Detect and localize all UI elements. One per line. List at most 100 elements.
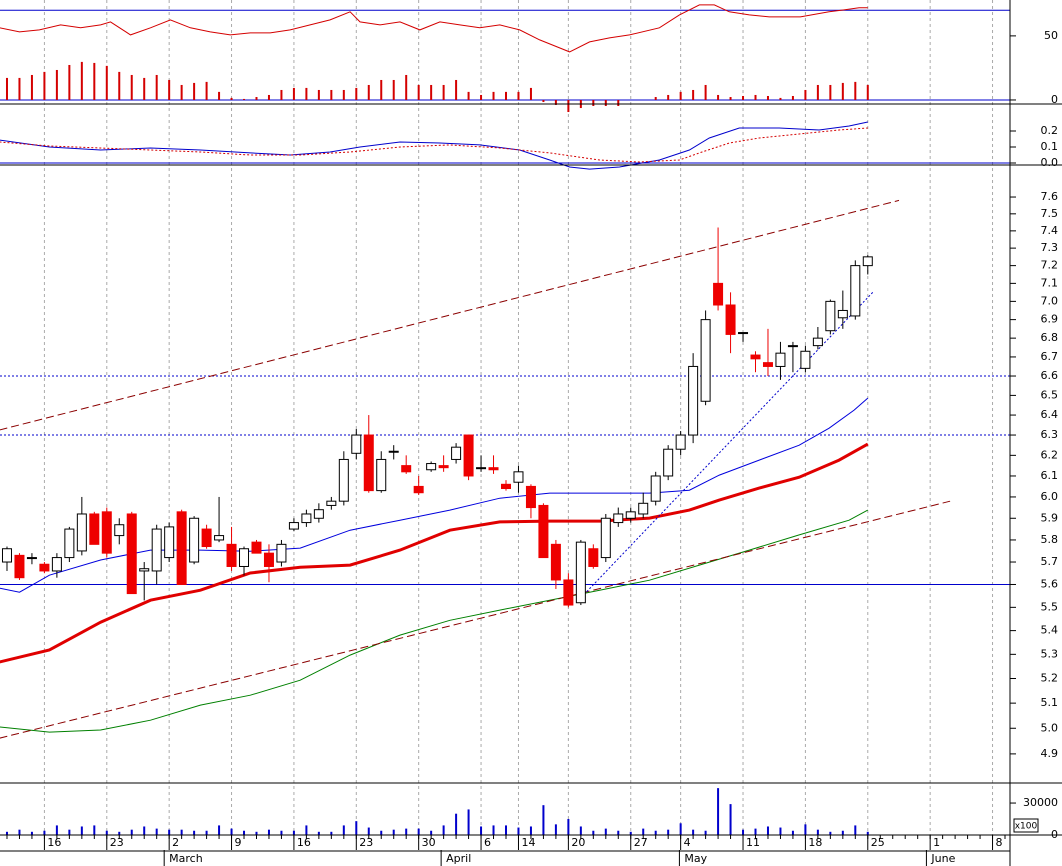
y-tick-label: 6.3 bbox=[1041, 428, 1059, 441]
candle-body bbox=[189, 517, 200, 563]
indicator-bar bbox=[442, 84, 445, 100]
volume-bar bbox=[143, 826, 146, 835]
indicator-bar bbox=[667, 94, 670, 100]
volume-bar bbox=[717, 788, 720, 835]
indicator-bar bbox=[367, 84, 370, 100]
volume-bar bbox=[841, 830, 844, 835]
candle-body bbox=[376, 458, 387, 492]
candle-body bbox=[114, 524, 125, 537]
candle-body bbox=[725, 304, 736, 335]
y-tick-label: 6.1 bbox=[1041, 469, 1059, 482]
volume-bar bbox=[692, 829, 695, 835]
volume-bar bbox=[467, 809, 470, 835]
indicator-bar bbox=[155, 74, 158, 100]
candle-body bbox=[388, 450, 399, 453]
volume-bar bbox=[5, 831, 8, 835]
volume-bar bbox=[18, 829, 21, 835]
candle-body bbox=[338, 458, 349, 502]
candle-body bbox=[613, 513, 624, 524]
candle-body bbox=[600, 517, 611, 559]
month-label: April bbox=[446, 852, 471, 865]
y-tick-label: 6.4 bbox=[1041, 408, 1059, 421]
candle-body bbox=[650, 475, 661, 502]
candle-body bbox=[64, 528, 75, 559]
x-tick-label: 9 bbox=[235, 836, 242, 849]
indicator-bar bbox=[542, 99, 545, 103]
volume-bar bbox=[130, 829, 133, 835]
volume-bar bbox=[68, 829, 71, 835]
volume-bar bbox=[642, 828, 645, 835]
candle-body bbox=[226, 543, 237, 567]
x-tick-label: 11 bbox=[746, 836, 760, 849]
indicator-bar bbox=[779, 97, 782, 100]
indicator-bar bbox=[854, 81, 857, 100]
indicator-bar bbox=[380, 79, 383, 100]
y-tick-label: 7.0 bbox=[1041, 294, 1059, 307]
volume-bar bbox=[255, 831, 258, 835]
indicator-line bbox=[0, 127, 868, 163]
indicator-line bbox=[0, 397, 869, 593]
x-tick-label: 25 bbox=[871, 836, 885, 849]
volume-bar bbox=[517, 827, 520, 835]
indicator-bar bbox=[829, 84, 832, 100]
candle-body bbox=[101, 511, 112, 554]
x-tick-label: 23 bbox=[359, 836, 373, 849]
volume-bar bbox=[442, 825, 445, 835]
y-tick-label: 6.2 bbox=[1041, 448, 1059, 461]
y-tick-label: 7.6 bbox=[1041, 190, 1059, 203]
y-tick-label: 7.4 bbox=[1041, 224, 1059, 237]
volume-bar bbox=[243, 830, 246, 835]
volume-bar bbox=[355, 821, 358, 835]
indicator-bar bbox=[554, 99, 557, 105]
candle-body bbox=[351, 434, 362, 454]
candle-body bbox=[525, 485, 536, 509]
y-tick-label: 6.8 bbox=[1041, 331, 1059, 344]
volume-bar bbox=[529, 826, 532, 835]
candle-body bbox=[837, 309, 848, 319]
y-tick-label: 7.3 bbox=[1041, 241, 1059, 254]
indicator-bar bbox=[417, 84, 420, 100]
x-tick-label: 20 bbox=[571, 836, 585, 849]
indicator-bar bbox=[55, 69, 58, 100]
candle-body bbox=[51, 557, 62, 572]
volume-bar bbox=[854, 825, 857, 835]
indicator-bar bbox=[68, 64, 71, 100]
indicator-bar bbox=[355, 87, 358, 100]
indicator-bar bbox=[193, 82, 196, 100]
volume-bar bbox=[779, 827, 782, 835]
x-tick-label: 14 bbox=[521, 836, 535, 849]
candle-body bbox=[625, 511, 636, 519]
volume-bar bbox=[742, 829, 745, 835]
y-tick-label: 6.9 bbox=[1041, 313, 1059, 326]
y-tick-label: 0.0 bbox=[1041, 156, 1059, 169]
y-tick-label: 5.9 bbox=[1041, 511, 1059, 524]
volume-bar bbox=[629, 831, 632, 835]
candle-body bbox=[401, 465, 412, 473]
volume-bar bbox=[168, 829, 171, 835]
volume-bar bbox=[405, 828, 408, 835]
candle-body bbox=[26, 557, 37, 560]
y-tick-label: 50 bbox=[1044, 29, 1058, 42]
y-tick-label: 0.2 bbox=[1041, 124, 1059, 137]
candle-body bbox=[413, 485, 424, 494]
candle-body bbox=[850, 265, 861, 317]
candle-body bbox=[663, 448, 674, 477]
y-tick-label: 6.7 bbox=[1041, 350, 1059, 363]
x-tick-label: 8 bbox=[996, 836, 1003, 849]
candle-body bbox=[451, 446, 462, 460]
candle-body bbox=[426, 463, 437, 471]
candle-body bbox=[201, 528, 212, 548]
indicator-bar bbox=[317, 89, 320, 100]
candle-body bbox=[775, 352, 786, 367]
y-tick-label: 0 bbox=[1051, 93, 1058, 106]
unit-box bbox=[1013, 818, 1039, 833]
y-tick-label: 5.3 bbox=[1041, 647, 1059, 660]
x-tick-label: 27 bbox=[634, 836, 648, 849]
candle-body bbox=[800, 350, 811, 369]
volume-bar bbox=[280, 830, 283, 835]
volume-bar bbox=[704, 830, 707, 835]
indicator-bar bbox=[467, 91, 470, 100]
volume-bar bbox=[342, 825, 345, 835]
